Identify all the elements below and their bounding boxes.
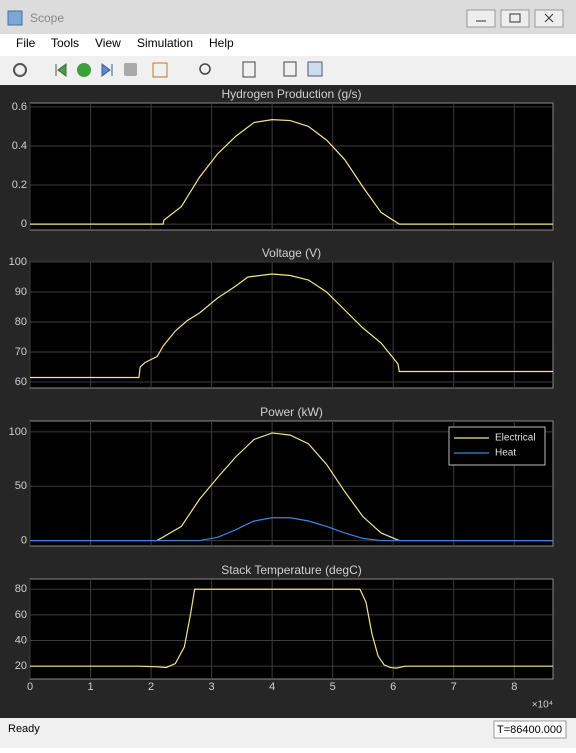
x-tick-label: 6 <box>390 681 396 693</box>
menu-item[interactable]: File <box>16 36 36 50</box>
x-tick-label: 2 <box>148 681 154 693</box>
x-tick-label: 8 <box>511 681 517 693</box>
settings-button[interactable] <box>13 63 27 77</box>
chart-title: Power (kW) <box>260 405 323 419</box>
x-tick-label: 3 <box>209 681 215 693</box>
y-tick-label: 40 <box>15 634 27 646</box>
x-tick-label: 0 <box>27 681 33 693</box>
menu-bar <box>0 34 576 56</box>
step-forward-button[interactable] <box>101 63 113 77</box>
data-line <box>30 517 553 542</box>
highlight-button[interactable] <box>152 62 168 78</box>
y-tick-label: 0.4 <box>12 140 27 152</box>
status-bar <box>0 718 576 748</box>
menu-item[interactable]: Tools <box>51 36 79 50</box>
x-tick-label: 1 <box>87 681 93 693</box>
x-tick-label: 5 <box>330 681 336 693</box>
chart-title: Voltage (V) <box>262 246 321 260</box>
y-tick-label: 20 <box>15 660 27 672</box>
y-tick-label: 60 <box>15 376 27 388</box>
stop-button[interactable] <box>124 63 137 76</box>
plot-area <box>29 102 554 231</box>
x-scale-label: ×10⁴ <box>532 700 553 711</box>
autoscale-button[interactable] <box>242 61 256 78</box>
app-icon <box>7 10 23 26</box>
window-title: Scope <box>30 11 64 25</box>
legend-label: Electrical <box>495 433 536 444</box>
chart-title: Stack Temperature (degC) <box>221 563 362 577</box>
data-line <box>30 273 553 379</box>
maximize-icon <box>509 13 521 23</box>
menu-item[interactable]: Simulation <box>137 36 193 50</box>
x-tick-label: 7 <box>451 681 457 693</box>
time-box <box>493 720 567 739</box>
run-button[interactable] <box>77 63 91 77</box>
menu-item[interactable]: Help <box>209 36 234 50</box>
y-tick-label: 80 <box>15 583 27 595</box>
y-tick-label: 100 <box>9 256 27 268</box>
cursor-button[interactable] <box>307 61 323 77</box>
y-tick-label: 100 <box>9 426 27 438</box>
status-text: Ready <box>8 723 40 735</box>
maximize-button[interactable] <box>500 9 530 28</box>
data-line <box>30 588 553 669</box>
y-tick-label: 0 <box>21 534 27 546</box>
y-tick-label: 0.2 <box>12 179 27 191</box>
plot-area <box>29 261 554 389</box>
y-tick-label: 90 <box>15 286 27 298</box>
legend-label: Heat <box>495 448 516 459</box>
y-tick-label: 80 <box>15 316 27 328</box>
plot-area <box>29 578 554 680</box>
data-line <box>30 119 553 225</box>
legend-box <box>448 426 546 466</box>
chart-title: Hydrogen Production (g/s) <box>221 87 361 101</box>
y-tick-label: 50 <box>15 480 27 492</box>
x-tick-label: 4 <box>269 681 275 693</box>
trigger-button[interactable] <box>283 61 297 77</box>
y-tick-label: 70 <box>15 346 27 358</box>
step-back-button[interactable] <box>55 63 67 77</box>
menu-item[interactable]: View <box>95 36 121 50</box>
close-icon <box>544 13 554 23</box>
data-line <box>30 432 553 542</box>
sim-time: T=86400.000 <box>497 724 562 736</box>
y-tick-label: 0 <box>21 218 27 230</box>
minimize-button[interactable] <box>466 9 496 28</box>
zoom-button[interactable] <box>199 63 211 75</box>
y-tick-label: 60 <box>15 609 27 621</box>
y-tick-label: 0.6 <box>12 101 27 113</box>
